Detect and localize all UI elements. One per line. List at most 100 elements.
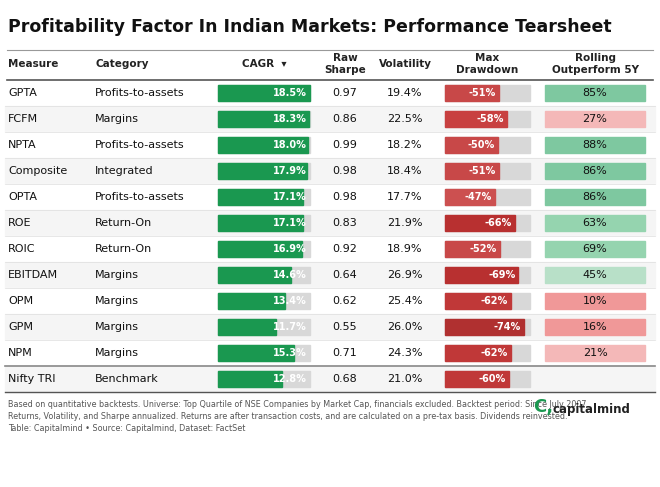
Text: ROIC: ROIC — [8, 244, 36, 254]
Bar — [5, 340, 655, 366]
Bar — [445, 137, 498, 153]
Bar — [218, 293, 284, 309]
Text: Max
Drawdown: Max Drawdown — [456, 53, 518, 75]
Bar — [545, 163, 645, 179]
Text: -52%: -52% — [470, 244, 497, 254]
Text: 0.62: 0.62 — [333, 296, 357, 306]
Bar — [218, 137, 310, 153]
Text: Category: Category — [95, 59, 148, 69]
Bar — [218, 215, 310, 231]
Text: Return-On: Return-On — [95, 218, 152, 228]
Bar — [445, 293, 511, 309]
Bar — [5, 236, 655, 262]
Text: -47%: -47% — [465, 192, 492, 202]
Text: Margins: Margins — [95, 270, 139, 280]
Text: 86%: 86% — [583, 166, 607, 176]
Bar — [545, 85, 645, 101]
Text: -74%: -74% — [494, 322, 521, 332]
Text: OPM: OPM — [8, 296, 33, 306]
Text: 88%: 88% — [583, 140, 607, 150]
Bar — [5, 314, 655, 340]
Text: 0.71: 0.71 — [333, 348, 357, 358]
Text: 24.3%: 24.3% — [387, 348, 423, 358]
Bar — [445, 371, 530, 387]
Bar — [218, 241, 310, 257]
Bar — [218, 85, 310, 101]
Bar — [545, 241, 645, 257]
Text: -66%: -66% — [485, 218, 512, 228]
Bar — [445, 241, 500, 257]
Text: Composite: Composite — [8, 166, 67, 176]
Bar — [445, 241, 530, 257]
Text: Benchmark: Benchmark — [95, 374, 159, 384]
Text: 18.9%: 18.9% — [387, 244, 423, 254]
Bar — [445, 267, 518, 283]
Text: 26.9%: 26.9% — [387, 270, 423, 280]
Bar — [218, 371, 282, 387]
Text: capitalmind: capitalmind — [552, 404, 630, 416]
Text: Table: Capitalmind • Source: Capitalmind, Dataset: FactSet: Table: Capitalmind • Source: Capitalmind… — [8, 424, 246, 433]
Bar — [218, 371, 310, 387]
Text: 0.97: 0.97 — [333, 88, 358, 98]
Text: Margins: Margins — [95, 114, 139, 124]
Text: 25.4%: 25.4% — [387, 296, 423, 306]
Text: -51%: -51% — [469, 166, 496, 176]
Bar — [445, 267, 530, 283]
Bar — [445, 163, 499, 179]
Text: ROE: ROE — [8, 218, 32, 228]
Text: Integrated: Integrated — [95, 166, 154, 176]
Text: 0.64: 0.64 — [333, 270, 357, 280]
Bar — [218, 163, 310, 179]
Bar — [5, 262, 655, 288]
Text: 19.4%: 19.4% — [387, 88, 423, 98]
Text: Returns, Volatility, and Sharpe annualized. Returns are after transaction costs,: Returns, Volatility, and Sharpe annualiz… — [8, 412, 568, 421]
Text: 16.9%: 16.9% — [273, 244, 307, 254]
Text: 26.0%: 26.0% — [387, 322, 422, 332]
Text: -62%: -62% — [480, 348, 508, 358]
Bar — [545, 137, 645, 153]
Text: Margins: Margins — [95, 322, 139, 332]
Bar — [545, 293, 645, 309]
Bar — [218, 241, 302, 257]
Text: GPM: GPM — [8, 322, 33, 332]
Text: GPTA: GPTA — [8, 88, 37, 98]
Text: 0.92: 0.92 — [333, 244, 358, 254]
Bar — [5, 366, 655, 392]
Text: Measure: Measure — [8, 59, 58, 69]
Text: 21.9%: 21.9% — [387, 218, 423, 228]
Bar — [218, 215, 303, 231]
Text: 0.98: 0.98 — [333, 166, 358, 176]
Text: -69%: -69% — [488, 270, 515, 280]
Bar — [218, 189, 303, 205]
Text: 13.4%: 13.4% — [273, 296, 307, 306]
Bar — [218, 319, 310, 335]
Text: Based on quantitative backtests. Universe: Top Quartile of NSE Companies by Mark: Based on quantitative backtests. Univers… — [8, 400, 589, 409]
Text: 85%: 85% — [583, 88, 607, 98]
Text: FCFM: FCFM — [8, 114, 38, 124]
Bar — [545, 345, 645, 361]
Text: 27%: 27% — [583, 114, 607, 124]
Bar — [5, 132, 655, 158]
Text: 17.1%: 17.1% — [273, 192, 307, 202]
Bar — [218, 137, 308, 153]
Bar — [218, 345, 310, 361]
Bar — [445, 293, 530, 309]
Text: 0.55: 0.55 — [333, 322, 357, 332]
Text: 18.0%: 18.0% — [273, 140, 307, 150]
Text: Volatility: Volatility — [378, 59, 432, 69]
Text: 18.4%: 18.4% — [387, 166, 423, 176]
Bar — [445, 85, 530, 101]
Text: 12.8%: 12.8% — [273, 374, 307, 384]
Text: 21%: 21% — [583, 348, 607, 358]
Bar — [218, 345, 294, 361]
Text: -58%: -58% — [477, 114, 504, 124]
Text: -60%: -60% — [478, 374, 506, 384]
Text: 11.7%: 11.7% — [273, 322, 307, 332]
Text: 0.83: 0.83 — [333, 218, 357, 228]
Bar — [218, 163, 307, 179]
Bar — [445, 137, 530, 153]
Text: 0.68: 0.68 — [333, 374, 357, 384]
Text: 21.0%: 21.0% — [387, 374, 422, 384]
Bar — [445, 215, 515, 231]
Text: 10%: 10% — [583, 296, 607, 306]
